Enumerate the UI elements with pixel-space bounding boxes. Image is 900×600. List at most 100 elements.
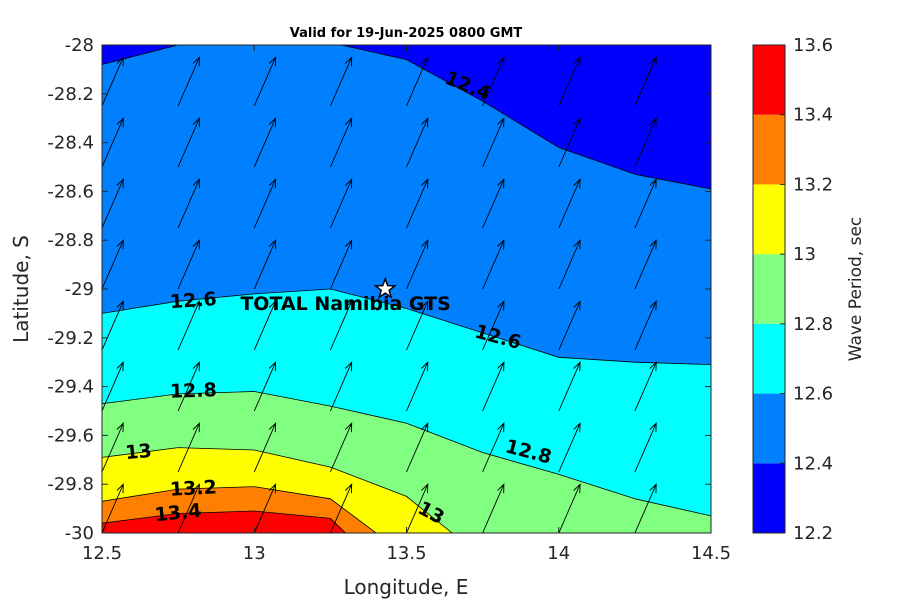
wave-arrow: [329, 300, 353, 351]
wave-arrow: [482, 361, 505, 412]
y-tick-label: -29.8: [47, 474, 94, 495]
colorbar: 13.6 13.4 13.2 13 12.8 12.6 12.4 12.2: [752, 35, 833, 544]
wave-arrow: [102, 300, 124, 351]
site-label: TOTAL Namibia GTS: [240, 293, 451, 315]
y-tick-label: -29.2: [47, 328, 94, 349]
colorbar-tick-label: 13.2: [793, 174, 833, 195]
colorbar-tick-label: 12.8: [793, 314, 833, 335]
wave-arrow: [634, 239, 657, 290]
contour-lines: [102, 45, 711, 533]
colorbar-label: Wave Period, sec: [846, 217, 866, 362]
contour-band: [102, 511, 346, 533]
contour-line: [102, 510, 346, 533]
wave-arrow: [102, 361, 124, 412]
colorbar-frame: [752, 44, 786, 534]
contour-label: 12.6: [169, 288, 217, 313]
contour-line: [102, 447, 453, 533]
colorbar-tick-label: 13.6: [793, 35, 833, 56]
y-tick-label: -28.4: [47, 133, 94, 154]
contour-label: 13: [124, 440, 152, 464]
colorbar-swatch: [753, 45, 785, 115]
wave-arrow: [634, 361, 657, 412]
wave-arrow: [406, 239, 429, 290]
x-axis-label: Longitude, E: [344, 575, 469, 599]
x-axis-ticks: 12.5 13 13.5 14 14.5: [82, 45, 731, 564]
wave-arrow: [710, 104, 711, 106]
colorbar-tick-label: 12.6: [793, 384, 833, 405]
colorbar-tick-label: 13.4: [793, 105, 833, 126]
y-axis-ticks: -28 -28.2 -28.4 -28.6 -28.8 -29 -29.2 -29.4 -29.…: [47, 35, 711, 544]
plot-area: [102, 45, 711, 533]
wave-arrow: [102, 45, 103, 46]
colorbar-swatch: [753, 254, 785, 324]
wave-arrow: [102, 422, 124, 473]
wave-arrow: [710, 165, 711, 167]
wave-arrow: [634, 117, 657, 168]
wave-arrow: [406, 361, 429, 412]
contour-label: 12.8: [170, 379, 218, 403]
wave-direction-arrows: [102, 45, 711, 533]
x-tick-label: 12.5: [82, 543, 122, 564]
wave-arrow: [710, 470, 711, 472]
wave-arrow: [710, 348, 711, 350]
y-tick-label: -28: [65, 35, 94, 56]
wave-arrow: [253, 300, 277, 351]
wave-arrow: [329, 117, 353, 168]
colorbar-swatch: [753, 463, 785, 533]
wave-arrow: [406, 117, 429, 168]
wave-arrow: [102, 117, 124, 168]
wave-arrow: [406, 483, 429, 533]
wave-arrow: [634, 422, 657, 473]
x-tick-label: 14: [547, 543, 570, 564]
contour-line: [102, 45, 711, 190]
wave-arrow: [177, 422, 200, 473]
y-tick-label: -28.8: [47, 230, 94, 251]
contour-label: 13.4: [154, 500, 203, 527]
colorbar-swatch: [753, 184, 785, 255]
wave-arrow: [177, 117, 200, 168]
wave-arrow: [406, 178, 429, 229]
wave-arrow: [482, 300, 505, 351]
colorbar-swatch: [753, 323, 785, 394]
wave-arrow: [406, 300, 429, 351]
wave-arrow: [253, 178, 277, 229]
contour-label: 13.2: [169, 476, 217, 500]
colorbar-swatch: [753, 393, 785, 464]
wave-arrow: [177, 361, 200, 412]
wave-arrow: [329, 361, 353, 412]
wave-arrow: [482, 56, 505, 107]
wave-arrow: [253, 117, 277, 168]
y-axis-label: Latitude, S: [9, 235, 33, 343]
wave-arrow: [254, 45, 255, 46]
wave-arrow: [558, 178, 581, 229]
wave-arrow: [329, 56, 353, 107]
colorbar-tick-label: 13: [793, 244, 816, 265]
colorbar-swatch: [753, 114, 785, 185]
wave-arrow: [558, 361, 581, 412]
wave-arrow: [634, 483, 657, 533]
y-tick-label: -29.4: [47, 377, 94, 398]
wave-arrow: [634, 300, 657, 351]
wave-arrow: [177, 483, 200, 533]
site-marker: TOTAL Namibia GTS: [240, 276, 451, 315]
wave-arrow: [634, 56, 657, 107]
wave-arrow: [177, 300, 200, 351]
x-tick-label: 13.5: [386, 543, 426, 564]
wave-arrow: [558, 239, 581, 290]
wave-arrow: [558, 483, 581, 533]
y-tick-label: -28.6: [47, 181, 94, 202]
wave-arrow: [558, 117, 581, 168]
y-tick-label: -28.2: [47, 84, 94, 105]
wave-arrow: [482, 239, 505, 290]
wave-arrow: [102, 239, 124, 290]
wave-arrow: [329, 239, 353, 290]
wave-arrow: [329, 178, 353, 229]
wave-arrow: [329, 422, 353, 473]
wave-arrow: [102, 56, 124, 107]
colorbar-tick-label: 12.2: [793, 523, 833, 544]
wave-arrow: [102, 178, 124, 229]
wave-arrow: [558, 45, 560, 46]
wave-arrow: [102, 483, 124, 533]
y-tick-label: -30: [65, 523, 94, 544]
